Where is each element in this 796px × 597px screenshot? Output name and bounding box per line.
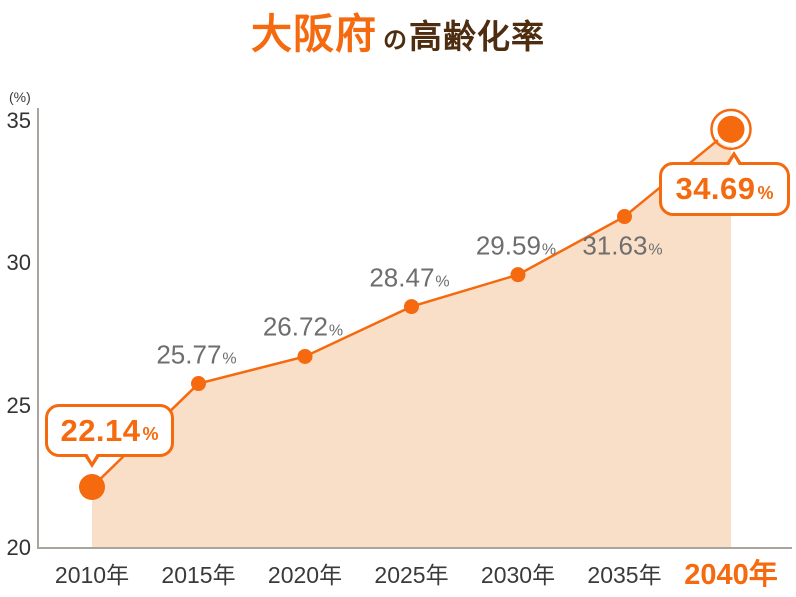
- x-axis-label: 2015年: [161, 562, 236, 588]
- point-value-number: 26.72: [262, 311, 328, 342]
- data-point: [191, 376, 206, 392]
- point-value-number: 31.63: [582, 230, 648, 261]
- point-value-unit: %: [648, 241, 663, 259]
- x-axis-label: 2025年: [374, 562, 449, 588]
- data-point: [617, 209, 632, 225]
- point-value-label: 25.77%: [156, 339, 236, 370]
- y-tick-label: 25: [6, 392, 31, 418]
- chart-title: 大阪府 の高齢化率: [0, 6, 796, 69]
- point-value-unit: %: [435, 273, 450, 291]
- point-value-number: 28.47: [369, 262, 435, 293]
- x-axis-label: 2020年: [267, 562, 343, 588]
- data-point-last-ring: [710, 108, 752, 151]
- data-point: [297, 348, 313, 364]
- callout-2040-number: 34.69: [675, 171, 756, 206]
- y-tick-label: 30: [6, 250, 31, 275]
- callout-2010-number: 22.14: [60, 412, 141, 448]
- callout-2010-value: 22.14 %: [45, 404, 174, 468]
- y-tick-label: 35: [6, 107, 31, 133]
- data-point-last: [717, 115, 745, 143]
- title-subject: 高齢化率: [409, 18, 545, 55]
- point-value-number: 25.77: [156, 339, 222, 370]
- point-value-label: 26.72%: [263, 312, 343, 343]
- point-value-unit: %: [222, 350, 237, 368]
- y-axis-unit-label: (%): [9, 89, 31, 105]
- point-value-unit: %: [541, 241, 557, 259]
- callout-2040-unit: %: [757, 182, 774, 203]
- area-fill: [92, 129, 731, 547]
- data-point-first: [79, 474, 105, 501]
- data-point: [404, 299, 419, 315]
- point-value-unit: %: [328, 322, 344, 340]
- point-value-number: 29.59: [475, 230, 541, 261]
- title-particle: の: [383, 27, 407, 54]
- data-point: [510, 267, 526, 283]
- title-prefecture: 大阪府: [251, 11, 377, 57]
- x-axis-label: 2035年: [587, 562, 662, 588]
- point-value-label: 29.59%: [476, 230, 556, 261]
- x-axis-label: 2030年: [480, 562, 556, 588]
- x-axis-label-highlight: 2040年: [684, 559, 778, 591]
- callout-2040-value: 34.69 %: [659, 151, 790, 216]
- callout-2010-unit: %: [142, 424, 159, 444]
- y-tick-label: 20: [6, 535, 31, 560]
- point-value-label: 31.63%: [582, 230, 662, 261]
- x-axis-label: 2010年: [54, 562, 130, 588]
- point-value-label: 28.47%: [369, 262, 449, 293]
